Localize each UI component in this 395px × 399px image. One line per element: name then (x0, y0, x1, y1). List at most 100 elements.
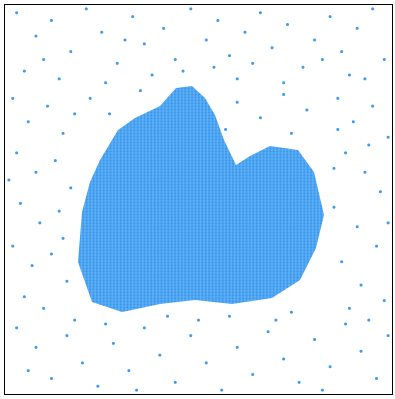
point (332, 205, 336, 209)
point (166, 314, 170, 318)
point (49, 19, 53, 23)
point (15, 326, 19, 330)
point (88, 96, 92, 100)
point (367, 318, 371, 322)
point (65, 279, 69, 283)
point (328, 365, 332, 369)
point (289, 131, 293, 135)
point (22, 69, 26, 73)
point (251, 61, 255, 65)
point (65, 334, 69, 338)
point (258, 116, 262, 120)
point (363, 77, 367, 81)
point (336, 127, 340, 131)
point (150, 73, 154, 77)
point (61, 236, 65, 240)
point (297, 380, 301, 384)
point (313, 38, 317, 42)
point (382, 299, 386, 303)
point (131, 15, 135, 19)
point (11, 244, 15, 248)
point (49, 252, 53, 256)
point (11, 96, 15, 100)
point (104, 81, 108, 85)
point (371, 104, 375, 108)
point (115, 61, 119, 65)
point (313, 338, 317, 342)
point (251, 373, 255, 377)
point (340, 260, 344, 264)
point (235, 77, 239, 81)
point (189, 7, 193, 11)
point (235, 345, 239, 349)
point (386, 334, 390, 338)
point (340, 50, 344, 54)
point (30, 264, 34, 268)
point (344, 151, 348, 155)
point (49, 376, 53, 380)
point (107, 112, 111, 116)
point (270, 46, 274, 50)
point (34, 170, 38, 174)
point (320, 388, 324, 392)
point (38, 221, 42, 225)
point (332, 166, 336, 170)
point (375, 244, 379, 248)
point (73, 318, 77, 322)
point (216, 19, 220, 23)
point (336, 96, 340, 100)
point (351, 120, 355, 124)
point (378, 190, 382, 194)
point (57, 209, 61, 213)
point (15, 11, 19, 15)
point (69, 50, 73, 54)
point (123, 38, 127, 42)
point (282, 92, 286, 96)
dense-cluster (78, 86, 324, 312)
point (347, 73, 351, 77)
point (227, 314, 231, 318)
point (355, 225, 359, 229)
point (282, 357, 286, 361)
point (26, 120, 30, 124)
point (320, 57, 324, 61)
point (69, 186, 73, 190)
point (355, 26, 359, 30)
point (181, 69, 185, 73)
point (204, 361, 208, 365)
point (371, 7, 375, 11)
point (61, 131, 65, 135)
point (359, 283, 363, 287)
point (138, 89, 142, 93)
point (286, 22, 290, 26)
point (34, 34, 38, 38)
point (135, 388, 139, 392)
point (382, 57, 386, 61)
point (224, 127, 228, 131)
point (344, 322, 348, 326)
point (53, 159, 57, 163)
point (34, 345, 38, 349)
point (173, 57, 177, 61)
point (22, 295, 26, 299)
point (7, 178, 11, 182)
point (189, 334, 193, 338)
point (158, 353, 162, 357)
point (46, 104, 50, 108)
point (18, 201, 22, 205)
point (386, 135, 390, 139)
point (266, 330, 270, 334)
point (104, 322, 108, 326)
point (363, 170, 367, 174)
point (142, 326, 146, 330)
point (274, 318, 278, 322)
point (42, 57, 46, 61)
point (347, 306, 351, 310)
point (57, 77, 61, 81)
point (386, 221, 390, 225)
point (73, 112, 77, 116)
point (15, 151, 19, 155)
point (243, 30, 247, 34)
point (84, 7, 88, 11)
